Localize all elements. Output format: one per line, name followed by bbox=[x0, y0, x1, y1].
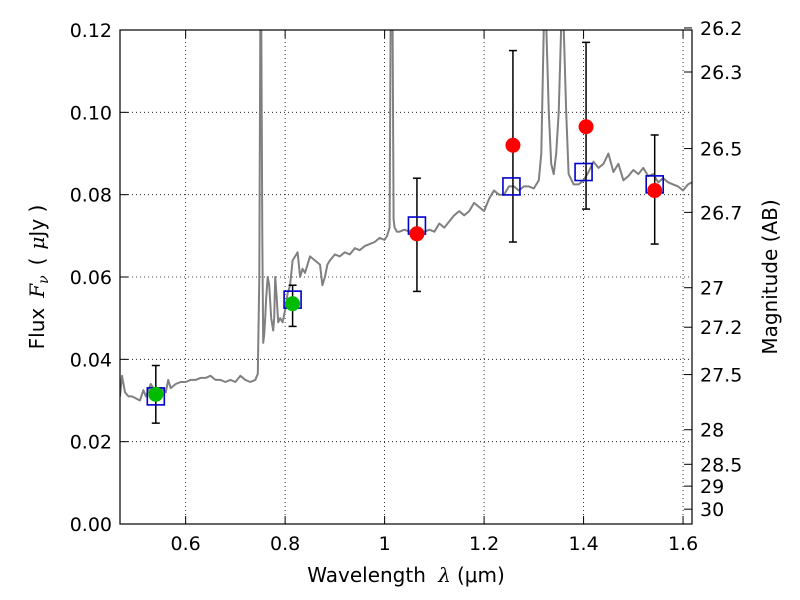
y-tick-label: 0.00 bbox=[70, 514, 112, 536]
y2-tick-label: 26.2 bbox=[700, 18, 742, 40]
y2-tick-label: 27.2 bbox=[700, 317, 742, 339]
spectrum-line bbox=[120, 30, 692, 402]
x-tick-label: 1.6 bbox=[668, 533, 698, 555]
y2-tick-label: 27.5 bbox=[700, 365, 742, 387]
x-tick-label: 0.8 bbox=[270, 533, 300, 555]
grid bbox=[120, 29, 692, 525]
observed-point bbox=[148, 386, 164, 402]
y-tick-label: 0.08 bbox=[70, 185, 112, 207]
observed-point bbox=[409, 226, 425, 242]
y2-tick-label: 28.5 bbox=[700, 454, 742, 476]
observed-point bbox=[285, 296, 301, 312]
x-tick-label: 0.6 bbox=[171, 533, 201, 555]
observed-point bbox=[505, 137, 521, 153]
y-tick-label: 0.04 bbox=[70, 349, 112, 371]
x-tick-label: 1.2 bbox=[469, 533, 499, 555]
y2-tick-label: 26.7 bbox=[700, 202, 742, 224]
y2-tick-label: 26.3 bbox=[700, 62, 742, 84]
y2-tick-label: 29 bbox=[700, 476, 724, 498]
y-tick-label: 0.02 bbox=[70, 432, 112, 454]
y-axis: 0.00 0.02 0.04 0.06 0.08 0.10 0.12 bbox=[70, 20, 128, 536]
model-square-point bbox=[502, 177, 521, 196]
x-tick-label: 1.4 bbox=[568, 533, 598, 555]
x-tick-label: 1 bbox=[379, 533, 391, 555]
x-axis-label: Wavelength λ (μm) bbox=[307, 563, 505, 587]
model-square-point bbox=[574, 162, 593, 182]
y-axis-label: FluxFν(μJy ) bbox=[25, 205, 52, 350]
y-tick-label: 0.12 bbox=[70, 20, 112, 42]
y2-tick-label: 26.5 bbox=[700, 139, 742, 161]
observed-point bbox=[647, 183, 663, 199]
y2-axis-label: Magnitude (AB) bbox=[758, 199, 782, 354]
y-tick-label: 0.06 bbox=[70, 267, 112, 289]
y2-tick-label: 28 bbox=[700, 420, 724, 442]
plot-area bbox=[120, 30, 692, 424]
y2-tick-label: 27 bbox=[700, 278, 724, 300]
observed-point bbox=[578, 119, 594, 135]
y2-tick-label: 30 bbox=[700, 499, 724, 521]
plot-frame bbox=[119, 29, 693, 525]
x-axis: 0.6 0.8 1 1.2 1.4 1.6 bbox=[171, 30, 698, 555]
y-tick-label: 0.10 bbox=[70, 102, 112, 124]
